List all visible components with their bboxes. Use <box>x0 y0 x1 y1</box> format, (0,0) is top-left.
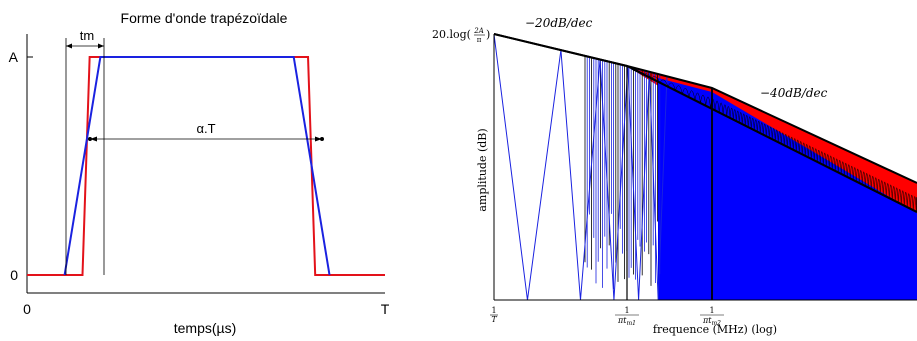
x-tick-tm2-num: 1 <box>709 306 714 315</box>
right-y-label: amplitude (dB) <box>476 128 489 211</box>
y-tick-20log-prefix: 20.log( <box>432 28 471 41</box>
y-tick-20log-den: π <box>477 36 482 44</box>
x-tick-1-over-t-den: T <box>491 315 497 324</box>
left-chart-title: Forme d'onde trapézoïdale <box>121 10 288 26</box>
alpha-t-point-left <box>88 137 92 141</box>
slope-40db-label: −40dB/dec <box>760 86 828 100</box>
spectrum-chart: amplitude (dB) 20.log( 2A π ) −20dB/dec … <box>432 16 917 336</box>
slope-20db-label: −20dB/dec <box>525 16 593 30</box>
x-tick-tm1-num: 1 <box>624 306 629 315</box>
y-tick-20log-suffix: ) <box>486 28 490 41</box>
y-tick-a: A <box>9 49 19 65</box>
tm-arrowhead-right <box>98 44 104 49</box>
spectrum-lobe <box>494 34 561 300</box>
left-x-label: temps(µs) <box>174 320 237 336</box>
tm-arrowhead-left <box>66 44 72 49</box>
x-tick-tm1: 1 πtm1 <box>615 306 639 327</box>
alpha-t-point-right <box>320 137 324 141</box>
x-tick-1-over-t-num: 1 <box>491 306 496 315</box>
y-tick-20log: 20.log( 2A π ) <box>432 27 490 44</box>
trapezoid-chart: Forme d'onde trapézoïdale A 0 0 T temps(… <box>9 10 390 336</box>
alpha-t-label: α.T <box>196 121 215 136</box>
y-tick-20log-num: 2A <box>473 27 484 35</box>
right-x-label: frequence (MHz) (log) <box>653 323 777 336</box>
x-tick-0: 0 <box>23 301 31 317</box>
x-tick-1-over-t: 1 T <box>490 306 498 324</box>
x-tick-t: T <box>381 301 390 317</box>
x-tick-tm1-den: πtm1 <box>617 316 636 327</box>
series-red-trapezoid <box>27 57 385 275</box>
tm-label: tm <box>80 28 94 43</box>
y-tick-0: 0 <box>10 267 18 283</box>
